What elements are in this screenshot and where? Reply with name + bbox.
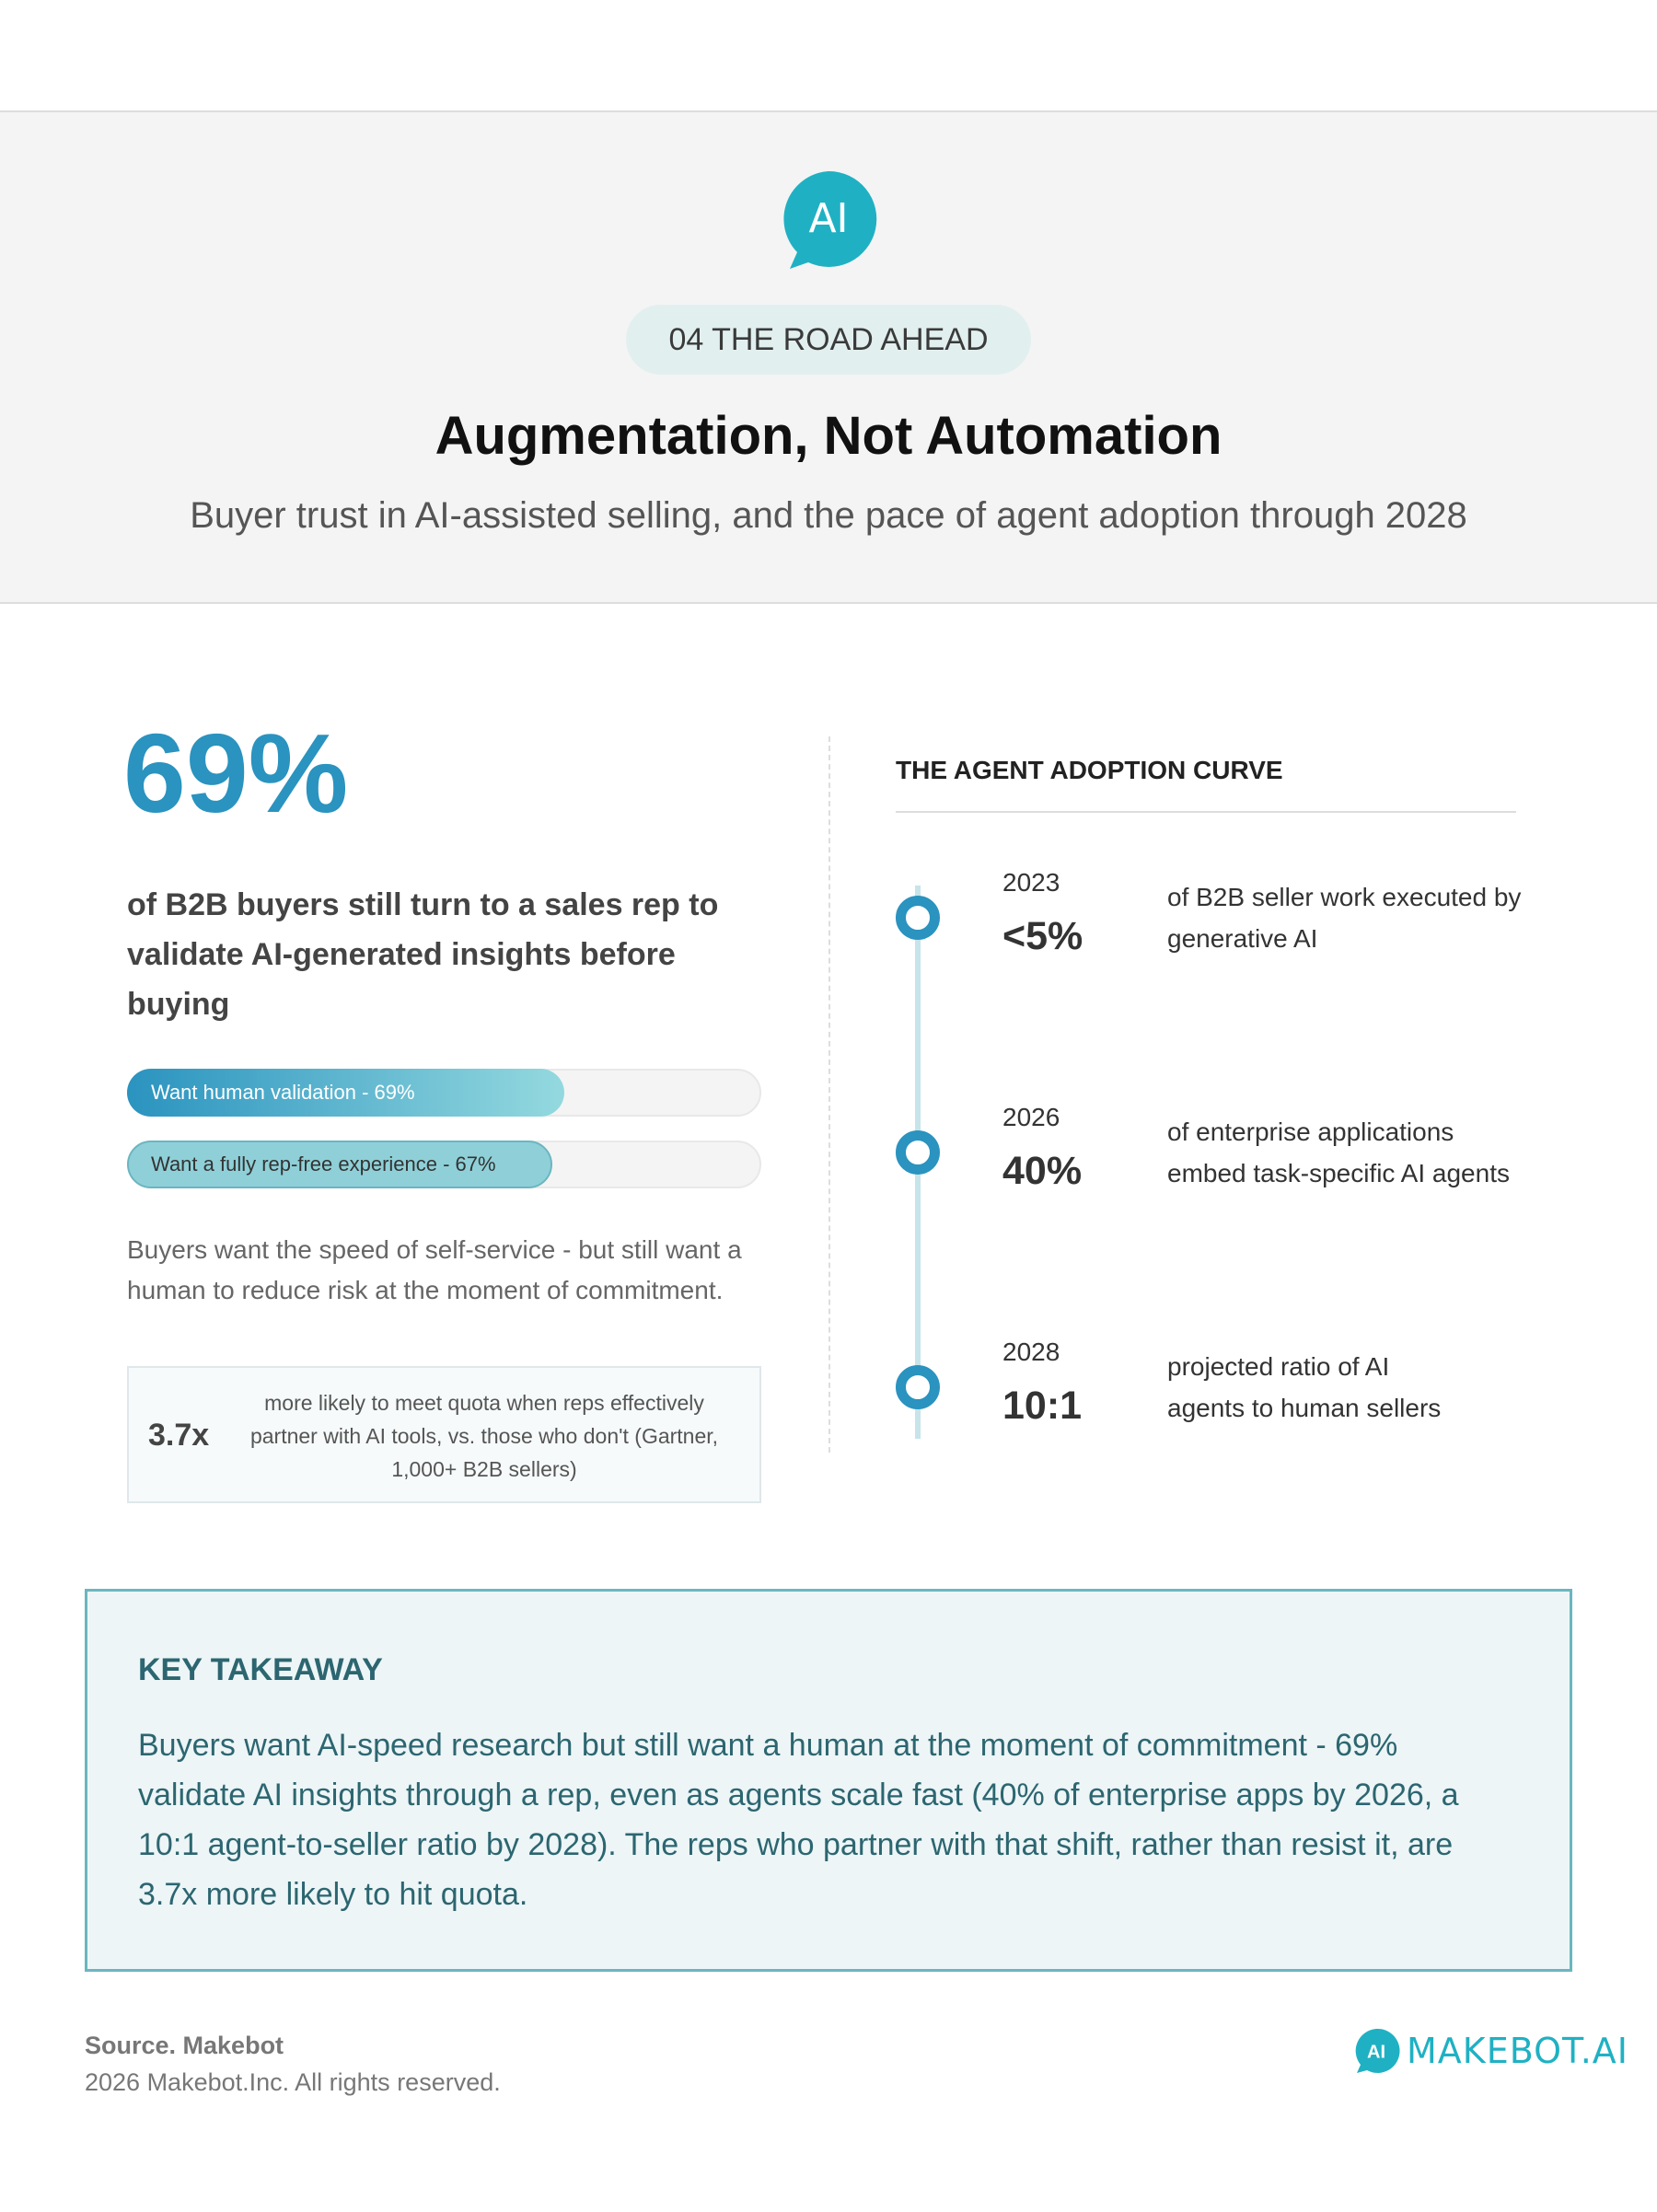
headline-stat: 69% [123, 711, 349, 836]
copyright: 2026 Makebot.Inc. All rights reserved. [85, 2068, 501, 2096]
logo-icon: AI [1355, 2028, 1400, 2073]
stat-box: 3.7x more likely to meet quota when reps… [127, 1366, 761, 1503]
logo-bubble [1355, 2028, 1400, 2073]
logo: MAKEBOT.AI [1407, 2031, 1629, 2071]
bar [127, 1141, 552, 1188]
section-badge: 04 THE ROAD AHEAD [626, 305, 1031, 375]
takeaway-title: KEY TAKEAWAY [138, 1652, 383, 1687]
description: projected ratio of AI agents to human se… [1167, 1352, 1442, 1422]
source: Source. Makebot [85, 2032, 284, 2059]
bar-track: Want a fully rep-free experience - 67% [127, 1141, 761, 1188]
divider [828, 736, 830, 1453]
logo-icon-text: AI [1367, 2042, 1385, 2062]
rule [896, 811, 1516, 813]
ai-icon: AI [783, 170, 877, 269]
title: Augmentation, Not Automation [435, 406, 1222, 466]
timeline-dot [896, 896, 940, 940]
description: of enterprise applications embed task-sp… [1167, 1118, 1510, 1187]
stat-value: 3.7x [148, 1418, 210, 1453]
description: of B2B seller work executed by generativ… [1167, 883, 1522, 953]
takeaway-text: Buyers want AI-speed research but still … [138, 1728, 1459, 1912]
subtitle: Buyer trust in AI-assisted selling, and … [190, 495, 1467, 536]
value: 10:1 [1002, 1384, 1083, 1428]
year: 2026 [1002, 1103, 1060, 1131]
value: 40% [1002, 1149, 1083, 1193]
timeline-dot [896, 1365, 940, 1409]
takeaway-box: KEY TAKEAWAY Buyers want AI-speed resear… [85, 1589, 1572, 1972]
caption: Buyers want the speed of self-service - … [127, 1235, 742, 1304]
headline-description: of B2B buyers still turn to a sales rep … [127, 887, 719, 1022]
timeline-dot [896, 1130, 940, 1175]
value: <5% [1002, 914, 1083, 958]
icon-bubble [783, 170, 877, 269]
bar [127, 1069, 565, 1117]
timeline-title: THE AGENT ADOPTION CURVE [896, 756, 1283, 784]
bar-label: Want human validation - 69% [151, 1081, 415, 1104]
bar-label: Want a fully rep-free experience - 67% [151, 1152, 496, 1175]
year: 2028 [1002, 1338, 1060, 1366]
stat-text: more likely to meet quota when reps effe… [249, 1391, 719, 1481]
year: 2023 [1002, 868, 1060, 897]
bar-track: Want human validation - 69% [127, 1069, 761, 1117]
icon-text: AI [808, 195, 848, 242]
